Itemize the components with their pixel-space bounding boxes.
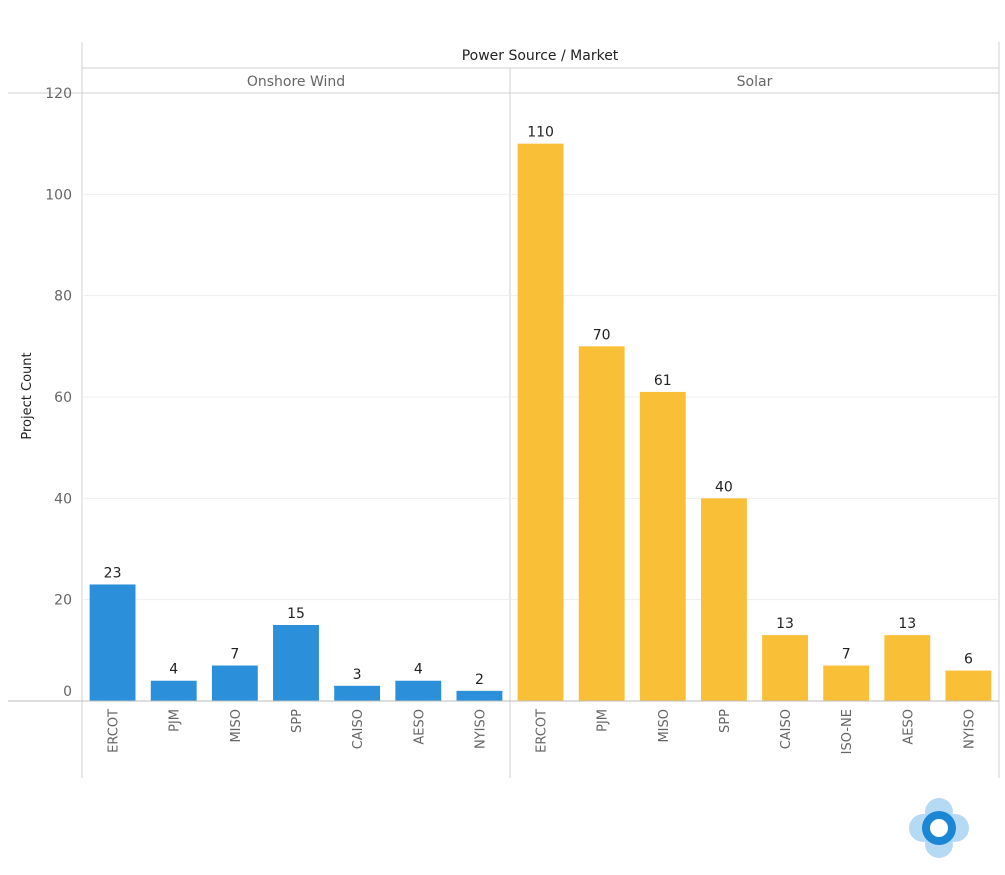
bar-value-label: 13 bbox=[898, 616, 916, 632]
bar-value-label: 15 bbox=[287, 606, 305, 622]
x-tick-label: PJM bbox=[596, 709, 611, 732]
x-tick-label: AESO bbox=[412, 709, 427, 745]
x-tick-label: MISO bbox=[657, 709, 672, 743]
bar-value-label: 70 bbox=[593, 327, 611, 343]
bar bbox=[395, 680, 442, 701]
panel-onshore-wind: Onshore Wind 23 ERCOT 4 PJM 7 MISO 15 SPP 3 CAISO 4… bbox=[89, 74, 503, 753]
bar bbox=[211, 665, 258, 701]
bar-value-label: 3 bbox=[353, 667, 362, 683]
x-tick-label: CAISO bbox=[779, 709, 794, 749]
circle-ring-logo-icon bbox=[909, 798, 969, 858]
panels: Onshore Wind 23 ERCOT 4 PJM 7 MISO 15 SPP 3 CAISO 4… bbox=[89, 74, 992, 754]
x-tick-label: ERCOT bbox=[535, 709, 550, 753]
y-tick-label: 80 bbox=[54, 289, 72, 305]
x-tick-label: SPP bbox=[718, 709, 733, 733]
header-title: Power Source / Market bbox=[462, 48, 619, 64]
bar-value-label: 4 bbox=[169, 662, 178, 678]
bar-value-label: 23 bbox=[104, 565, 122, 581]
bar bbox=[701, 498, 747, 701]
y-tick-label: 60 bbox=[54, 390, 72, 406]
bar bbox=[823, 665, 870, 701]
bar-value-label: 110 bbox=[527, 125, 554, 141]
bar bbox=[884, 635, 931, 701]
x-tick-label: AESO bbox=[901, 709, 916, 745]
x-tick-label: ISO-NE bbox=[840, 709, 855, 754]
x-tick-label: CAISO bbox=[351, 709, 366, 749]
panel-solar: Solar 110 ERCOT 70 PJM 61 MISO 40 SPP 13 CAISO 7 ISO… bbox=[517, 74, 992, 754]
bar bbox=[89, 584, 136, 701]
y-tick-label: 100 bbox=[45, 187, 72, 203]
bar bbox=[334, 685, 381, 701]
x-tick-label: MISO bbox=[229, 709, 244, 743]
x-tick-label: ERCOT bbox=[107, 709, 122, 753]
y-axis-label: Project Count bbox=[20, 352, 35, 439]
bar bbox=[639, 391, 686, 701]
bar bbox=[762, 635, 808, 701]
bar-value-label: 13 bbox=[776, 616, 794, 632]
panel-title: Solar bbox=[737, 74, 773, 90]
x-tick-label: PJM bbox=[168, 709, 183, 732]
bar bbox=[456, 690, 503, 701]
y-tick-label: 120 bbox=[45, 86, 72, 102]
bar-value-label: 7 bbox=[842, 647, 851, 663]
bar bbox=[150, 680, 197, 701]
y-tick-label: 0 bbox=[63, 684, 72, 700]
y-tick-label: 40 bbox=[54, 491, 72, 507]
y-ticks: 0 20 40 60 80 100 120 bbox=[45, 86, 72, 700]
bar-value-label: 6 bbox=[964, 652, 973, 668]
bar bbox=[578, 346, 625, 701]
bar bbox=[945, 670, 992, 701]
bar-value-label: 7 bbox=[230, 647, 239, 663]
x-tick-label: NYISO bbox=[962, 709, 977, 749]
bar-value-label: 2 bbox=[475, 672, 484, 688]
panel-title: Onshore Wind bbox=[247, 74, 345, 90]
x-tick-label: NYISO bbox=[473, 709, 488, 749]
y-tick-label: 20 bbox=[54, 593, 72, 609]
bar-value-label: 61 bbox=[654, 373, 672, 389]
bar-value-label: 4 bbox=[414, 662, 423, 678]
bar bbox=[517, 143, 564, 701]
x-tick-label: SPP bbox=[290, 709, 305, 733]
bar-value-label: 40 bbox=[715, 479, 733, 495]
bar bbox=[273, 625, 319, 701]
